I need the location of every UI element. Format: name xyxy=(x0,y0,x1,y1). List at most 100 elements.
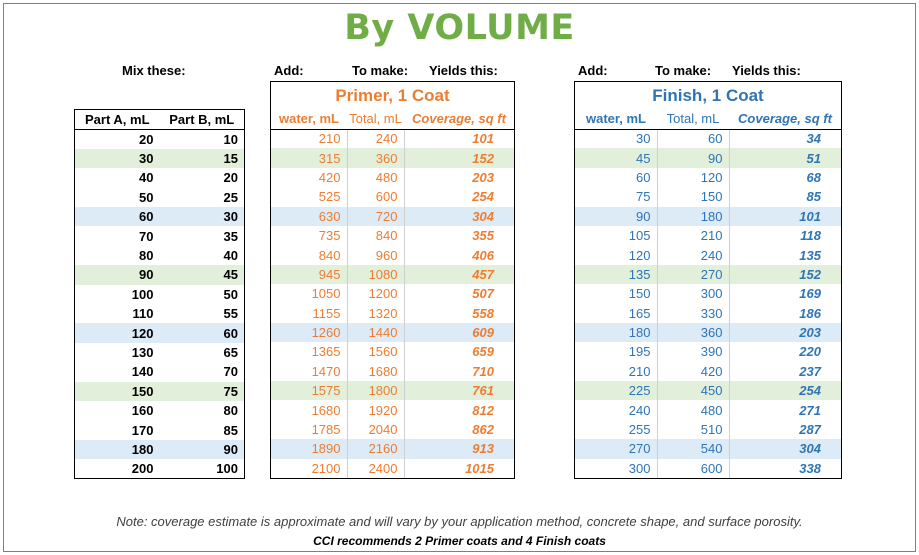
finish-cell: 120 xyxy=(575,245,658,265)
primer-row: 420 480 203 xyxy=(271,167,514,188)
finish-total-header: Total, mL xyxy=(657,109,729,130)
primer-cell: 457 xyxy=(404,264,514,285)
finish-cell: 240 xyxy=(575,400,658,420)
primer-cell: 761 xyxy=(404,381,514,401)
mix-cell: 50 xyxy=(139,189,154,205)
finish-cell: 600 xyxy=(657,458,730,479)
mix-cell: 80 xyxy=(223,403,238,419)
finish-cell: 51 xyxy=(729,148,841,168)
primer-row: 1785 2040 862 xyxy=(271,419,514,440)
mix-cell: 130 xyxy=(131,344,154,360)
primer-cell: 609 xyxy=(404,322,514,343)
primer-header-row: water, mL Total, mL Coverage, sq ft xyxy=(271,109,514,130)
finish-cell: 118 xyxy=(800,228,821,244)
mix-cell: 170 xyxy=(131,422,154,438)
mix-cell: 100 xyxy=(216,461,238,477)
finish-cell: 540 xyxy=(657,439,730,459)
finish-title: Finish, 1 Coat xyxy=(652,86,764,105)
primer-cell: 1575 xyxy=(271,381,348,401)
primer-row: 315 360 152 xyxy=(271,148,514,168)
mix-cell: 20 xyxy=(223,170,238,186)
finish-cell: 68 xyxy=(806,169,821,185)
primer-row: 1575 1800 761 xyxy=(271,381,514,401)
finish-cell: 60 xyxy=(657,129,730,149)
finish-row: 30 60 34 xyxy=(575,129,841,149)
finish-cell: 420 xyxy=(657,361,730,382)
finish-cell: 254 xyxy=(729,381,841,401)
primer-cell: 1365 xyxy=(271,342,348,362)
mix-row: 40 20 xyxy=(75,168,245,187)
primer-row: 2100 2400 1015 xyxy=(271,458,514,479)
primer-cell: 735 xyxy=(271,225,348,246)
primer-cell: 203 xyxy=(472,169,494,185)
finish-cell: 338 xyxy=(799,460,821,476)
finish-cell: 220 xyxy=(799,344,821,360)
finish-cell: 300 xyxy=(657,284,730,304)
finish-row: 75 150 85 xyxy=(575,187,841,207)
primer-add-label: Add: xyxy=(274,63,304,78)
primer-cell: 840 xyxy=(271,245,348,265)
mix-label: Mix these: xyxy=(122,63,186,78)
mix-cell: 20 xyxy=(139,131,154,147)
primer-cell: 1680 xyxy=(347,361,405,382)
finish-add-label: Add: xyxy=(578,63,608,78)
finish-cell: 152 xyxy=(729,264,841,285)
mix-row: 30 15 xyxy=(74,148,245,169)
primer-cell: 406 xyxy=(472,247,494,263)
mix-cell: 30 xyxy=(74,148,160,169)
finish-table-body: 30 60 34 45 90 51 60 120 68 75 150 85 90 180 101 105 210… xyxy=(575,129,841,479)
primer-cell: 2400 xyxy=(347,458,405,479)
mix-row: 20 10 xyxy=(75,130,245,149)
finish-cell: 186 xyxy=(799,305,821,321)
coverage-note: Note: coverage estimate is approximate a… xyxy=(116,514,803,529)
primer-make-label: To make: xyxy=(352,63,409,78)
mix-row: 80 40 xyxy=(75,246,245,265)
primer-cell: 1560 xyxy=(347,342,405,362)
finish-cell: 135 xyxy=(575,264,658,285)
primer-row: 1365 1560 659 xyxy=(271,342,514,362)
finish-water-header: water, mL xyxy=(575,109,657,130)
finish-cell: 203 xyxy=(729,322,841,343)
finish-cell: 75 xyxy=(575,187,658,207)
finish-table: water, mL Total, mL Coverage, sq ft 30 60… xyxy=(575,109,841,479)
primer-cell: 862 xyxy=(472,422,494,438)
mix-cell: 180 xyxy=(74,439,160,460)
finish-cell: 135 xyxy=(799,247,821,263)
finish-cell: 271 xyxy=(799,402,821,418)
mix-cell: 140 xyxy=(131,364,154,380)
primer-row: 630 720 304 xyxy=(271,206,514,226)
primer-cell: 1800 xyxy=(347,381,405,401)
mix-row: 100 50 xyxy=(75,285,245,304)
primer-cell: 101 xyxy=(472,131,494,147)
finish-cell: 169 xyxy=(799,286,821,302)
finish-coverage-header: Coverage, sq ft xyxy=(729,109,841,130)
finish-row: 270 540 304 xyxy=(575,439,841,459)
mix-row: 110 55 xyxy=(75,304,245,323)
finish-cell: 180 xyxy=(575,322,658,343)
finish-make-label: To make: xyxy=(655,63,712,78)
mix-row: 200 100 xyxy=(75,459,245,478)
primer-cell: 812 xyxy=(472,402,494,418)
primer-cell: 720 xyxy=(347,206,405,226)
finish-cell: 60 xyxy=(575,167,658,188)
mix-row: 90 45 xyxy=(74,265,245,285)
primer-cell: 254 xyxy=(472,189,494,205)
finish-cell: 90 xyxy=(575,206,658,226)
primer-cell: 2160 xyxy=(347,439,405,459)
primer-row: 840 960 406 xyxy=(271,245,514,265)
mix-cell: 15 xyxy=(159,148,245,169)
primer-cell: 152 xyxy=(404,148,514,168)
primer-cell: 2040 xyxy=(347,419,405,440)
primer-row: 735 840 355 xyxy=(271,225,514,246)
finish-cell: 360 xyxy=(657,322,730,343)
mix-cell: 90 xyxy=(159,439,245,460)
finish-row: 60 120 68 xyxy=(575,167,841,188)
finish-cell: 510 xyxy=(657,419,730,440)
finish-cell: 270 xyxy=(657,264,730,285)
mix-row: 170 85 xyxy=(75,420,245,439)
finish-row: 135 270 152 xyxy=(575,264,841,285)
finish-cell: 195 xyxy=(575,342,658,362)
mix-cell: 90 xyxy=(74,265,160,285)
mix-cell: 110 xyxy=(132,306,154,322)
finish-cell: 210 xyxy=(657,225,730,246)
